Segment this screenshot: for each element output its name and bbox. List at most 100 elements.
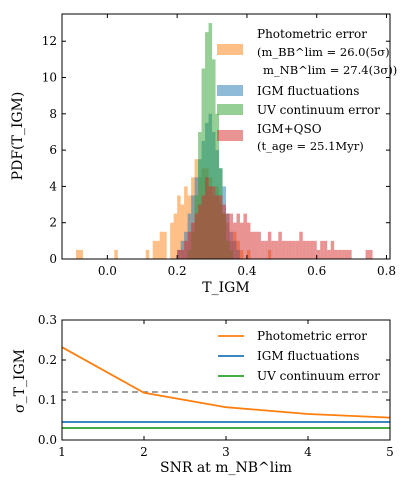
legend-label-photometric-bb: (m_BB^lim = 26.0(5σ): [257, 45, 390, 59]
legend-label-igm-qso-age: (t_age = 25.1Myr): [257, 139, 364, 153]
histogram-bar: [327, 249, 331, 259]
x-tick-label: 3: [222, 445, 230, 459]
histogram-xlabel: T_IGM: [202, 280, 249, 296]
histogram-bar: [288, 240, 293, 259]
histogram-bar: [229, 213, 233, 259]
x-tick-label: 1: [58, 445, 66, 459]
histogram-bar: [348, 249, 352, 259]
histogram-bar: [184, 240, 188, 259]
histogram-bar: [334, 249, 338, 259]
histogram-ticks: 0.0 0.2 0.4 0.6 0.8 0 2 4 6 8 10 12: [42, 14, 396, 278]
x-tick-label: 0.2: [168, 264, 187, 278]
histogram-bar: [271, 240, 275, 259]
histogram-bar: [170, 222, 174, 259]
histogram-bar: [236, 213, 240, 259]
histogram-bar: [180, 249, 185, 259]
histogram-bar: [309, 240, 314, 259]
sigma-axes-frame: [61, 319, 391, 441]
legend-swatch-photometric: [217, 44, 243, 55]
y-tick-label: 0.1: [38, 393, 57, 407]
series-line-photometric-error: [61, 346, 391, 419]
legend-label-sigma-uv: UV continuum error: [257, 369, 380, 383]
histogram-bar: [320, 240, 324, 259]
histogram-bar: [302, 240, 307, 259]
x-tick-label: 0.6: [307, 264, 326, 278]
histogram-bar: [205, 32, 209, 260]
histogram-bar: [281, 240, 286, 259]
histogram-bar: [212, 186, 216, 259]
histogram-bar: [198, 204, 202, 259]
histogram-bar: [75, 249, 80, 259]
legend-swatch-uv: [217, 104, 243, 115]
histogram-bar: [267, 231, 272, 259]
histogram-bar: [243, 213, 247, 259]
histogram-bar: [313, 240, 317, 259]
legend-label-sigma-photometric: Photometric error: [257, 329, 367, 343]
y-tick-label: 0.2: [38, 353, 57, 367]
histogram-bar: [232, 222, 237, 259]
histogram-legend: Photometric error (m_BB^lim = 26.0(5σ) m…: [217, 27, 397, 153]
histogram-bar: [264, 240, 268, 259]
histogram-bar: [201, 195, 206, 259]
series-igm-qso: [177, 177, 373, 259]
legend-label-igm-qso: IGM+QSO: [257, 122, 322, 136]
legend-swatch-igm-qso: [217, 130, 243, 141]
histogram-bar: [208, 23, 213, 259]
histogram-ylabel: PDF(T_IGM): [10, 92, 26, 181]
sigma-xlabel: SNR at m_NB^lim: [160, 460, 292, 476]
histogram-bar: [201, 68, 206, 259]
histogram-bar: [212, 59, 216, 260]
histogram-bar: [365, 249, 370, 259]
y-tick-label: 4: [49, 179, 57, 193]
y-tick-label: 0.0: [38, 433, 57, 447]
y-tick-label: 2: [49, 216, 57, 230]
histogram-bar: [369, 249, 373, 259]
histogram-bar: [159, 231, 164, 259]
legend-label-uv: UV continuum error: [257, 103, 380, 117]
histogram-bar: [239, 222, 244, 259]
histogram-bar: [156, 240, 160, 259]
legend-swatch-igm: [217, 85, 243, 96]
histogram-bar: [285, 240, 289, 259]
histogram-bar: [208, 186, 213, 259]
histogram-bar: [152, 240, 157, 259]
histogram-bar: [215, 195, 220, 259]
histogram-bar: [198, 131, 202, 259]
histogram-bar: [145, 249, 150, 259]
histogram-axes-frame: [61, 13, 391, 260]
histogram-bar: [341, 249, 345, 259]
histogram-panel: 0.0 0.2 0.4 0.6 0.8 0 2 4 6 8 10 12 Photometric err…: [10, 13, 397, 296]
histogram-bar: [292, 240, 296, 259]
histogram-bar: [177, 195, 181, 259]
sigma-ylabel: σ_T_IGM: [12, 349, 28, 413]
histogram-bar: [194, 213, 199, 259]
x-tick-label: 2: [140, 445, 148, 459]
histogram-bar: [260, 240, 265, 259]
histogram-bar: [274, 240, 279, 259]
histogram-bar: [253, 231, 258, 259]
histogram-bar: [163, 231, 167, 259]
histogram-bar: [222, 204, 226, 259]
histogram-bar: [257, 231, 261, 259]
histogram-bar: [330, 240, 335, 259]
x-tick-label: 0.0: [98, 264, 117, 278]
y-tick-label: 12: [42, 34, 57, 48]
histogram-bar: [323, 240, 328, 259]
sigma-panel: 1 2 3 4 5 0.0 0.1 0.2 0.3 Photometric error IGM …: [12, 313, 394, 476]
sigma-lines: [61, 346, 391, 429]
histogram-bar: [180, 204, 185, 259]
sigma-legend: Photometric error IGM fluctuations UV co…: [218, 329, 380, 383]
legend-label-photometric: Photometric error: [257, 27, 367, 41]
y-tick-label: 6: [49, 143, 57, 157]
y-tick-label: 0: [49, 252, 57, 266]
histogram-bar: [295, 240, 300, 259]
histogram-bar: [337, 249, 342, 259]
y-tick-label: 8: [49, 107, 57, 121]
histogram-bar: [250, 231, 254, 259]
y-tick-label: 10: [42, 71, 57, 85]
histogram-bar: [344, 249, 349, 259]
histogram-bar: [219, 195, 223, 259]
histogram-bar: [184, 186, 188, 259]
histogram-bar: [191, 222, 195, 259]
histogram-bars: [75, 23, 373, 260]
